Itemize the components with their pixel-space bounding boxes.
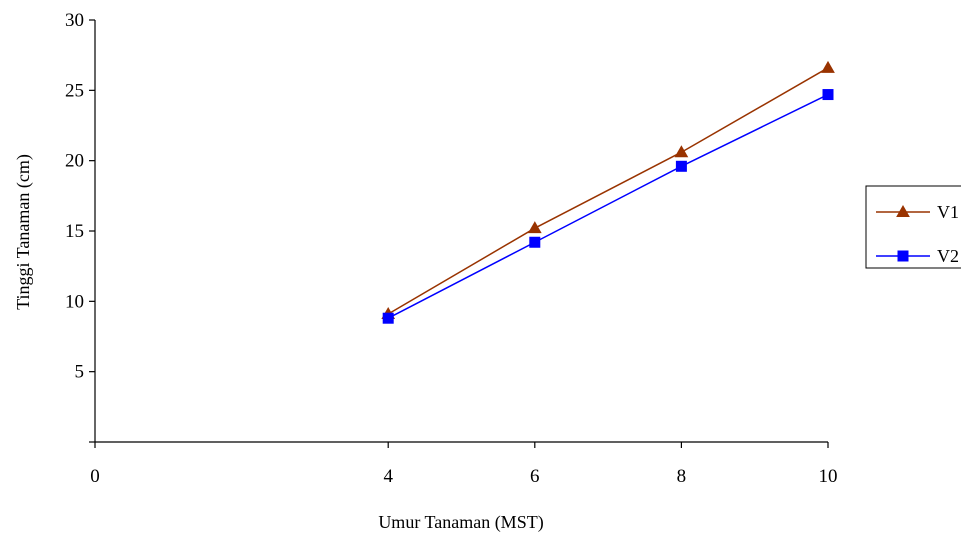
data-point bbox=[527, 221, 542, 234]
series-line bbox=[387, 67, 829, 315]
legend-label: V1 bbox=[937, 202, 959, 222]
data-point bbox=[675, 160, 687, 172]
x-tick-label: 0 bbox=[90, 466, 100, 487]
series-v2 bbox=[382, 89, 834, 324]
series-line bbox=[387, 93, 829, 319]
y-tick-label: 25 bbox=[65, 80, 84, 101]
legend-item: V2 bbox=[876, 246, 959, 266]
y-tick-label: 20 bbox=[65, 151, 84, 172]
data-point bbox=[822, 89, 834, 101]
y-tick-label: 15 bbox=[65, 221, 84, 242]
legend-items: V1 V2 bbox=[876, 202, 959, 266]
x-ticks: 0 4 6 8 10 bbox=[90, 442, 838, 487]
series-layer bbox=[381, 60, 835, 324]
x-tick-label: 4 bbox=[383, 466, 393, 487]
data-point bbox=[821, 60, 835, 73]
y-tick-label: 30 bbox=[65, 10, 84, 31]
legend-label: V2 bbox=[937, 246, 959, 266]
legend-marker bbox=[896, 204, 910, 217]
legend-item: V1 bbox=[876, 202, 959, 222]
x-axis-title: Umur Tanaman (MST) bbox=[378, 512, 543, 533]
y-tick-label: 5 bbox=[75, 362, 85, 383]
data-point bbox=[529, 236, 541, 248]
y-ticks: 5 10 15 20 25 30 bbox=[65, 10, 95, 443]
legend: V1 V2 bbox=[865, 185, 961, 269]
axes bbox=[94, 20, 828, 443]
y-axis-title: Tinggi Tanaman (cm) bbox=[13, 154, 34, 310]
series-v1 bbox=[381, 60, 835, 319]
x-tick-label: 8 bbox=[677, 466, 687, 487]
legend-marker bbox=[897, 250, 909, 262]
x-tick-label: 10 bbox=[819, 466, 838, 487]
data-point bbox=[382, 312, 394, 324]
data-point bbox=[674, 145, 689, 158]
x-tick-label: 6 bbox=[530, 466, 540, 487]
legend-box bbox=[865, 185, 961, 269]
y-tick-label: 10 bbox=[65, 291, 84, 312]
